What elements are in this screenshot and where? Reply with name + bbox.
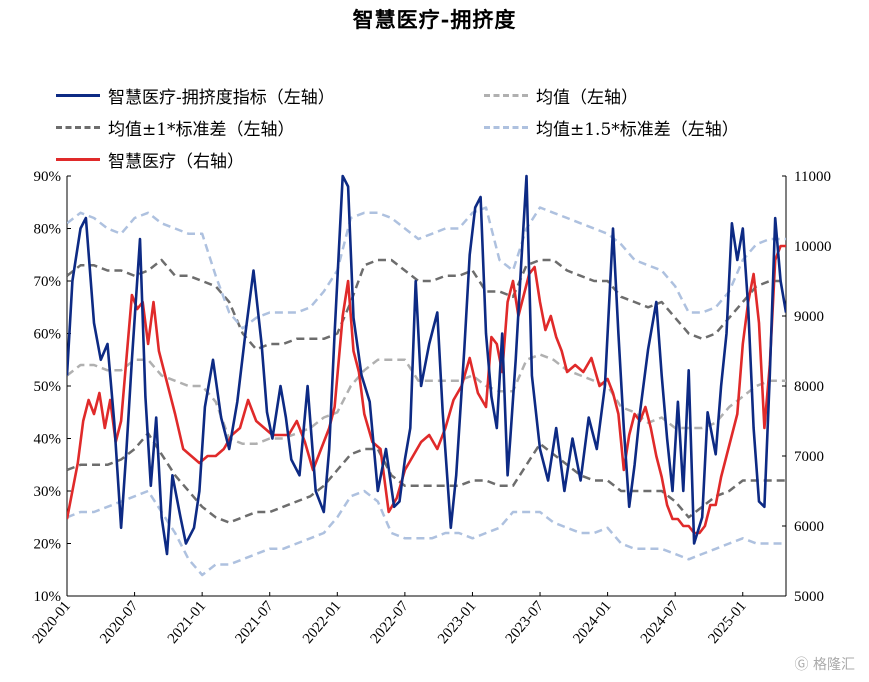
right-tick-label: 7000 <box>794 449 824 465</box>
series-upper-1-std <box>67 258 786 351</box>
right-tick-label: 10000 <box>794 239 832 255</box>
series-lower-1-std <box>67 432 786 524</box>
left-tick-label: 90% <box>34 169 62 185</box>
right-tick-label: 5000 <box>794 589 824 605</box>
left-tick-label: 80% <box>34 222 62 238</box>
x-tick-label: 2020-01 <box>30 598 74 647</box>
x-tick-label: 2025-01 <box>705 598 749 647</box>
legend-swatch <box>484 125 528 129</box>
legend-item-mean: 均值（左轴） <box>484 82 638 108</box>
legend-label: 均值±1*标准差（左轴） <box>108 119 295 140</box>
legend-item-price: 智慧医疗（右轴） <box>56 146 244 172</box>
legend-swatch <box>484 93 528 97</box>
watermark-text: 格隆汇 <box>813 657 855 673</box>
series-price-index <box>67 244 786 535</box>
left-tick-label: 30% <box>34 484 62 500</box>
legend-swatch <box>56 93 100 97</box>
series-lower-1-5-std <box>67 489 786 577</box>
x-tick-label: 2021-01 <box>165 598 209 647</box>
x-tick-label: 2024-07 <box>638 598 683 647</box>
right-tick-label: 6000 <box>794 519 824 535</box>
x-tick-label: 2024-01 <box>570 598 614 647</box>
right-tick-label: 9000 <box>794 309 824 325</box>
x-tick-label: 2023-01 <box>435 598 479 647</box>
legend-item-index: 智慧医疗-拥挤度指标（左轴） <box>56 82 335 108</box>
x-tick-label: 2022-07 <box>368 598 413 647</box>
left-tick-label: 70% <box>34 274 62 290</box>
legend-label: 均值（左轴） <box>536 87 638 108</box>
legend-swatch <box>56 125 100 129</box>
left-tick-label: 50% <box>34 379 62 395</box>
legend-swatch <box>56 157 100 161</box>
legend-item-band15: 均值±1.5*标准差（左轴） <box>484 114 739 140</box>
series-mean <box>67 353 786 446</box>
watermark: Ⓖ 格隆汇 <box>795 654 855 674</box>
right-tick-label: 11000 <box>794 169 831 185</box>
left-tick-label: 20% <box>34 537 62 553</box>
x-tick-label: 2021-07 <box>232 598 277 647</box>
legend-label: 智慧医疗（右轴） <box>108 151 244 172</box>
series-upper-1-5-std <box>67 206 786 330</box>
x-tick-label: 2023-07 <box>503 598 548 647</box>
left-tick-label: 40% <box>34 432 62 448</box>
right-tick-label: 8000 <box>794 379 824 395</box>
left-tick-label: 10% <box>34 589 62 605</box>
legend-label: 均值±1.5*标准差（左轴） <box>536 119 739 140</box>
chart-title: 智慧医疗-拥挤度 <box>352 7 517 32</box>
legend-label: 智慧医疗-拥挤度指标（左轴） <box>108 87 335 108</box>
left-tick-label: 60% <box>34 327 62 343</box>
x-tick-label: 2020-07 <box>97 598 142 647</box>
watermark-logo-icon: Ⓖ <box>794 657 809 673</box>
legend-item-band1: 均值±1*标准差（左轴） <box>56 114 295 140</box>
x-tick-label: 2022-01 <box>300 598 344 647</box>
series-crowding-index <box>67 174 786 556</box>
